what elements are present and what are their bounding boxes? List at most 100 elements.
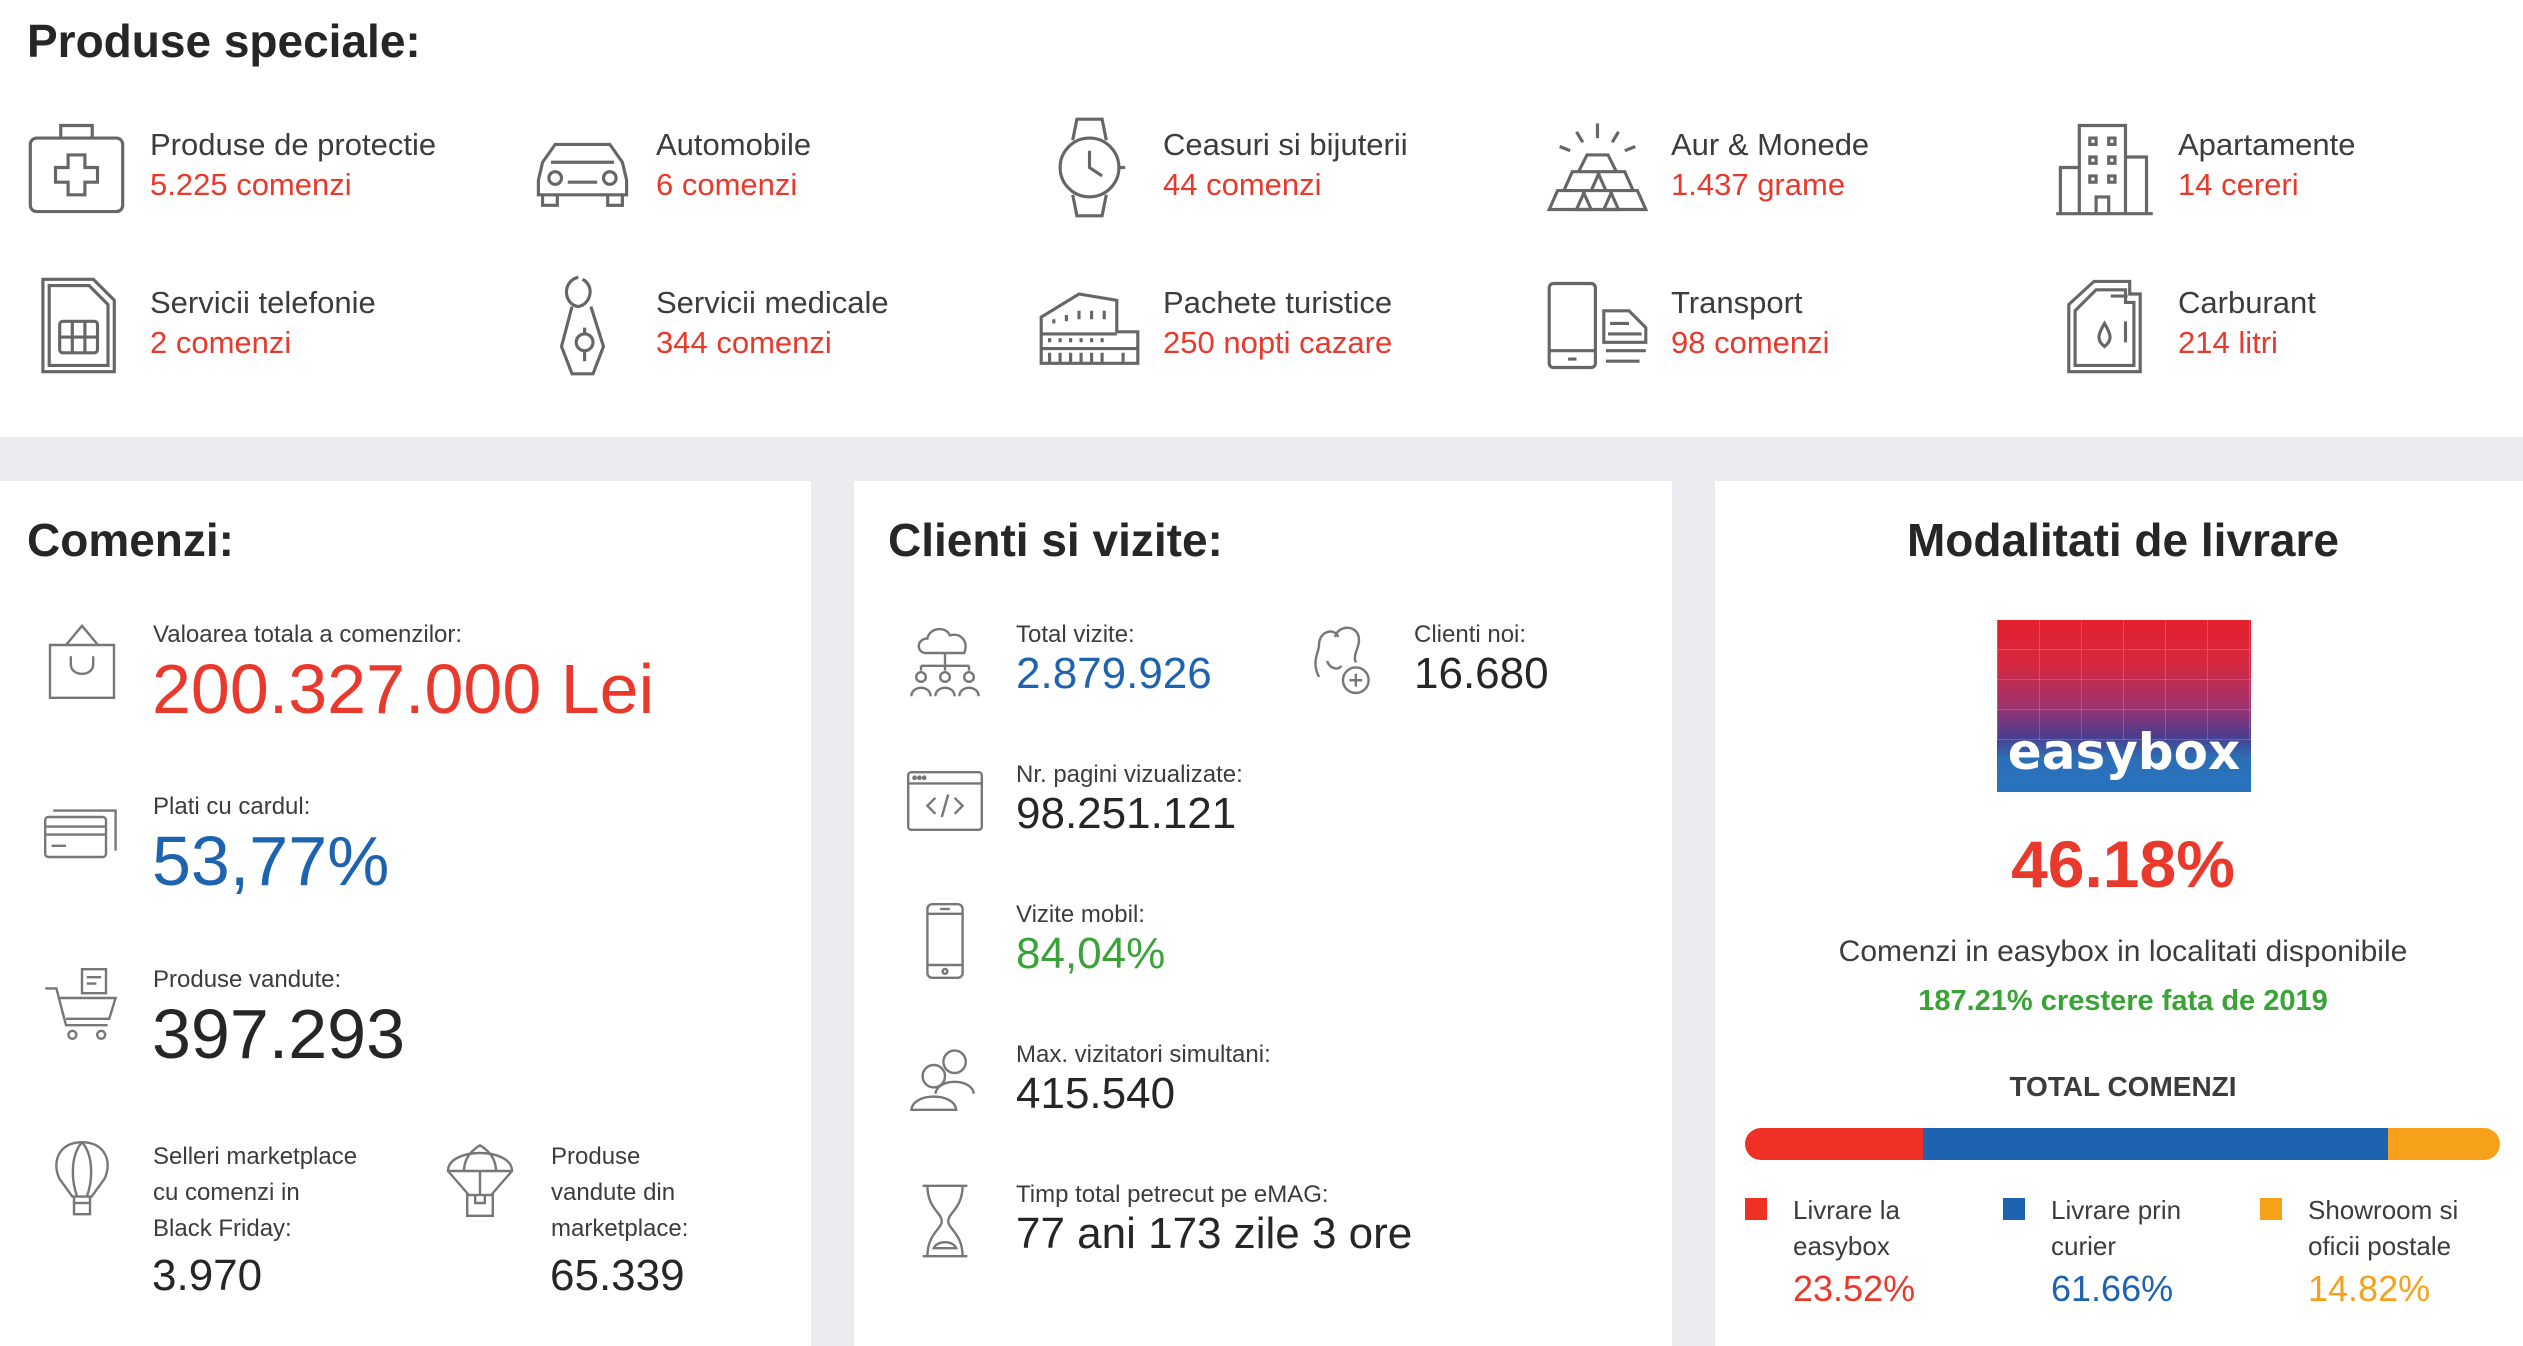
fuel-can-icon [2052, 273, 2157, 378]
special-item-name: Produse de protectie [150, 127, 437, 162]
special-item-fuel[interactable]: Carburant 214 litri [2052, 273, 2523, 383]
max-visitors-value: 415.540 [1016, 1069, 1176, 1118]
special-products-title: Produse speciale: [27, 15, 421, 67]
special-item-value: 214 litri [2178, 325, 2278, 360]
legend-swatch [2003, 1198, 2025, 1220]
easybox-growth: 187.21% crestere fata de 2019 [1918, 985, 2328, 1017]
pages-viewed-label: Nr. pagini vizualizate: [1016, 761, 1243, 788]
marketplace-label-line: vandute din [551, 1179, 676, 1206]
special-item-name: Ceasuri si bijuterii [1163, 127, 1408, 162]
special-item-medical[interactable]: Servicii medicale 344 comenzi [530, 273, 1030, 383]
transport-icon [1545, 273, 1650, 378]
legend-label-line: Livrare prin [2051, 1195, 2182, 1225]
delivery-distribution-bar [1745, 1128, 2500, 1160]
clients-card: Clienti si vizite: Total vizite: 2.879.9… [854, 481, 1672, 1346]
max-visitors-label: Max. vizitatori simultani: [1016, 1041, 1271, 1068]
special-item-value: 6 comenzi [656, 167, 798, 202]
legend-label: Livrare la easybox [1793, 1192, 1900, 1264]
delivery-bar-segment-easybox [1745, 1128, 1923, 1160]
special-item-name: Servicii telefonie [150, 285, 376, 320]
special-item-name: Aur & Monede [1671, 127, 1870, 162]
mobile-phone-icon [905, 901, 985, 981]
easybox-percent: 46.18% [2011, 827, 2235, 901]
special-item-name: Automobile [656, 127, 812, 162]
special-item-value: 44 comenzi [1163, 167, 1322, 202]
orders-total-value: 200.327.000 Lei [152, 650, 655, 728]
delivery-bar-segment-showroom [2388, 1128, 2500, 1160]
hourglass-icon [905, 1181, 985, 1261]
easybox-logo: easybox [1997, 620, 2251, 792]
legend-label: Livrare prin curier [2051, 1192, 2181, 1264]
car-icon [530, 115, 635, 220]
new-clients-label: Clienti noi: [1414, 621, 1527, 648]
sellers-label-line: Selleri marketplace [153, 1143, 358, 1170]
special-item-value: 1.437 grame [1671, 167, 1846, 202]
special-item-value: 344 comenzi [656, 325, 832, 360]
special-item-tourism[interactable]: Pachete turistice 250 nopti cazare [1037, 273, 1537, 383]
mobile-visits-label: Vizite mobil: [1016, 901, 1145, 928]
time-spent-value: 77 ani 173 zile 3 ore [1016, 1209, 1413, 1258]
sellers-label: Selleri marketplace cu comenzi in Black … [153, 1139, 357, 1247]
add-user-icon [1303, 621, 1383, 701]
legend-swatch [1745, 1198, 1767, 1220]
watch-icon [1037, 115, 1142, 220]
special-item-gold[interactable]: Aur & Monede 1.437 grame [1545, 115, 2045, 225]
special-item-cars[interactable]: Automobile 6 comenzi [530, 115, 1030, 225]
credit-card-icon [42, 793, 122, 873]
orders-card: Comenzi: Valoarea totala a comenzilor: 2… [0, 481, 811, 1346]
special-item-value: 14 cereri [2178, 167, 2299, 202]
special-item-name: Servicii medicale [656, 285, 889, 320]
special-item-name: Pachete turistice [1163, 285, 1393, 320]
marketplace-label-line: marketplace: [551, 1215, 689, 1242]
users-group-icon [905, 1041, 985, 1121]
legend-label-line: easybox [1793, 1231, 1890, 1261]
cloud-network-icon [905, 621, 985, 701]
legend-percent: 61.66% [2051, 1268, 2174, 1309]
special-item-value: 2 comenzi [150, 325, 292, 360]
easybox-logo-grid [1997, 620, 2251, 740]
easybox-logo-text: easybox [2007, 723, 2241, 781]
total-visits-label: Total vizite: [1016, 621, 1135, 648]
special-item-value: 98 comenzi [1671, 325, 1830, 360]
shopping-cart-icon [42, 966, 122, 1046]
legend-label-line: curier [2051, 1231, 2117, 1261]
marketplace-label: Produse vandute din marketplace: [551, 1139, 688, 1247]
sellers-label-line: Black Friday: [153, 1215, 292, 1242]
marketplace-value: 65.339 [550, 1251, 685, 1300]
legend-label-line: oficii postale [2308, 1231, 2452, 1261]
time-spent-label: Timp total petrecut pe eMAG: [1016, 1181, 1329, 1208]
legend-percent: 23.52% [1793, 1268, 1916, 1309]
special-item-protection[interactable]: Produse de protectie 5.225 comenzi [24, 115, 524, 225]
parachute-box-icon [440, 1139, 520, 1219]
legend-label-line: Livrare la [1793, 1195, 1900, 1225]
easybox-description: Comenzi in easybox in localitati disponi… [1838, 935, 2408, 968]
sellers-value: 3.970 [152, 1251, 263, 1300]
colosseum-icon [1037, 273, 1142, 378]
shopping-bag-icon [42, 621, 122, 701]
new-clients-value: 16.680 [1414, 649, 1549, 698]
special-item-transport[interactable]: Transport 98 comenzi [1545, 273, 2045, 383]
pages-viewed-value: 98.251.121 [1016, 789, 1237, 838]
special-item-value: 250 nopti cazare [1163, 325, 1393, 360]
legend-percent: 14.82% [2308, 1268, 2431, 1309]
total-orders-label: TOTAL COMENZI [2009, 1071, 2237, 1102]
sellers-label-line: cu comenzi in [153, 1179, 300, 1206]
special-item-apartments[interactable]: Apartamente 14 cereri [2052, 115, 2523, 225]
delivery-title: Modalitati de livrare [1906, 514, 2339, 566]
special-item-name: Carburant [2178, 285, 2316, 320]
total-visits-value: 2.879.926 [1016, 649, 1212, 698]
orders-title: Comenzi: [27, 514, 234, 566]
sim-card-icon [24, 273, 129, 378]
special-item-telephony[interactable]: Servicii telefonie 2 comenzi [24, 273, 524, 383]
gold-bars-icon [1545, 115, 1650, 220]
mobile-visits-value: 84,04% [1016, 929, 1166, 978]
special-item-name: Transport [1671, 285, 1803, 320]
special-item-watches[interactable]: Ceasuri si bijuterii 44 comenzi [1037, 115, 1537, 225]
building-icon [2052, 115, 2157, 220]
first-aid-kit-icon [24, 115, 129, 220]
code-window-icon [905, 761, 985, 841]
delivery-bar-segment-courier [1922, 1128, 2389, 1160]
special-products-section: Produse speciale: Produse de protectie 5… [0, 0, 2523, 437]
special-item-value: 5.225 comenzi [150, 167, 352, 202]
products-sold-label: Produse vandute: [153, 966, 342, 993]
